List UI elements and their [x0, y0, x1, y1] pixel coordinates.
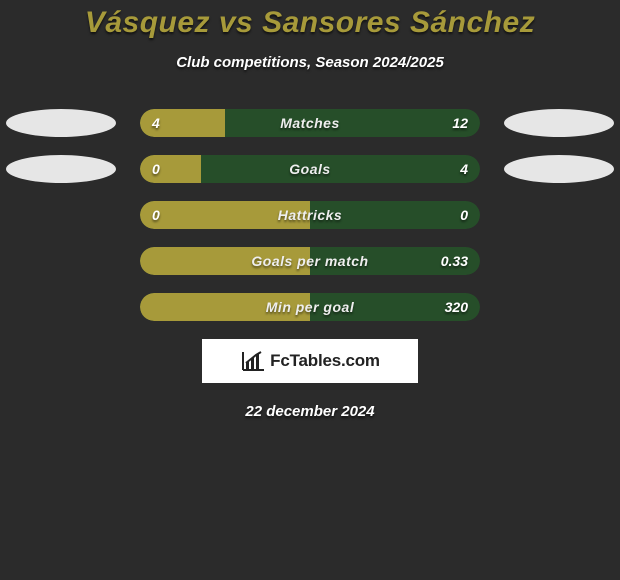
metric-label: Goals [140, 155, 480, 183]
metric-label: Matches [140, 109, 480, 137]
player-left-oval [6, 155, 116, 183]
metric-label: Goals per match [140, 247, 480, 275]
player-right-oval [504, 109, 614, 137]
provider-logo[interactable]: FcTables.com [202, 339, 418, 383]
player-left-oval [6, 109, 116, 137]
snapshot-date: 22 december 2024 [0, 403, 620, 420]
comparison-row: 00Hattricks [0, 201, 620, 229]
comparison-rows: 412Matches 04Goals 00Hattricks 0.33Goals pe… [0, 109, 620, 321]
barchart-icon [240, 350, 266, 372]
page-subtitle: Club competitions, Season 2024/2025 [0, 54, 620, 71]
comparison-row: 04Goals [0, 155, 620, 183]
page-title: Vásquez vs Sansores Sánchez [0, 6, 620, 40]
comparison-row: 320Min per goal [0, 293, 620, 321]
metric-label: Min per goal [140, 293, 480, 321]
provider-logo-text: FcTables.com [270, 351, 380, 371]
comparison-row: 0.33Goals per match [0, 247, 620, 275]
player-right-oval [504, 155, 614, 183]
metric-label: Hattricks [140, 201, 480, 229]
comparison-row: 412Matches [0, 109, 620, 137]
